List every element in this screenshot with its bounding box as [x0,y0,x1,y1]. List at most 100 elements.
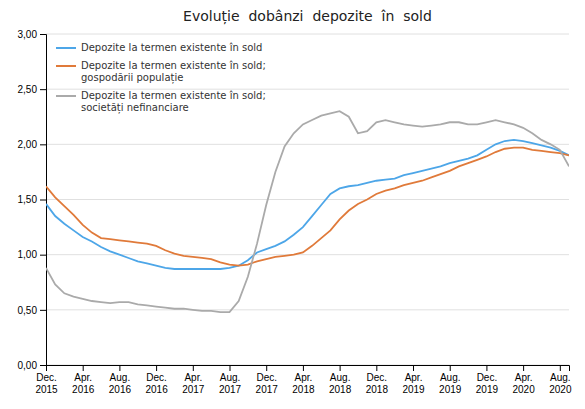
x-tick-label-line: 2018 [366,384,389,395]
y-tick-mark [40,365,46,366]
x-tick-label: Aug.2019 [439,372,462,395]
y-tick: 2,00 [18,139,46,150]
series-line [46,148,569,266]
x-tick: Dec.2018 [366,365,389,395]
x-axis: Dec.2015Apr.2016Aug.2016Dec.2016Apr.2017… [35,365,572,395]
y-tick: 0,00 [18,360,46,371]
x-tick: Aug.2018 [329,365,352,395]
x-tick-label-line: 2020 [549,384,572,395]
legend-swatch [56,95,76,97]
x-tick-label: Apr.2019 [402,372,425,395]
legend-label-line: gospodării populație [81,72,183,84]
legend-item: Depozite la termen existente în sold [56,42,262,53]
x-tick-label: Dec.2016 [145,372,168,395]
y-tick-label: 2,00 [18,139,38,150]
x-tick-label-line: Aug. [330,372,351,383]
legend-label-line: Depozite la termen existente în sold; [81,60,266,71]
y-axis: 0,00 0,50 1,00 1,50 2,00 2,50 3,00 [18,29,47,371]
y-tick: 1,00 [18,249,46,260]
x-axis-line [47,366,570,372]
x-tick-label-line: Apr. [74,372,92,383]
x-tick-mark [119,365,120,371]
x-tick-label: Dec.2017 [256,372,279,395]
y-axis-line [40,35,47,366]
y-tick-label: 1,00 [18,249,38,260]
grid-line [46,34,569,35]
grid [46,34,569,365]
x-tick-label-line: Apr. [515,372,533,383]
legend-item: Depozite la termen existente în sold;gos… [56,60,266,84]
x-tick-label: Apr.2017 [182,372,205,395]
x-tick: Aug.2020 [549,365,572,395]
x-tick-label-line: 2019 [439,384,462,395]
x-tick-label: Dec.2018 [366,372,389,395]
legend-item: Depozite la termen existente în sold;soc… [56,90,266,114]
x-tick-label: Aug.2017 [219,372,242,395]
y-tick-mark [40,34,46,35]
x-tick-label: Apr.2016 [72,372,95,395]
legend-swatch [56,47,76,49]
series-line [46,140,569,269]
x-tick-label-line: 2018 [329,384,352,395]
series-line [46,111,569,312]
x-tick: Apr.2020 [512,365,535,395]
x-tick-label-line: Dec. [367,372,388,383]
x-tick: Apr.2016 [72,365,95,395]
x-tick-mark [486,365,487,371]
x-tick-mark [156,365,157,371]
x-tick: Apr.2019 [402,365,425,395]
x-tick: Dec.2016 [145,365,168,395]
y-tick-label: 0,50 [18,305,38,316]
x-tick: Dec.2015 [35,365,58,395]
grid-line [46,199,569,200]
legend-label: Depozite la termen existente în sold [81,42,262,53]
x-tick-label-line: 2017 [219,384,242,395]
x-tick-label: Aug.2016 [109,372,132,395]
x-tick: Dec.2017 [256,365,279,395]
x-tick-label-line: Dec. [256,372,277,383]
x-tick-label-line: 2016 [109,384,132,395]
x-tick: Aug.2019 [439,365,462,395]
x-tick-label-line: Dec. [36,372,57,383]
x-tick-label-line: 2019 [476,384,499,395]
legend-label: Depozite la termen existente în sold;soc… [81,90,266,114]
y-tick-mark [40,310,46,311]
x-tick-mark [266,365,267,371]
x-tick-label-line: 2015 [35,384,58,395]
y-tick-label: 1,50 [18,194,38,205]
x-tick: Aug.2017 [219,365,242,395]
x-tick-label-line: 2018 [292,384,315,395]
x-tick-label-line: 2017 [182,384,205,395]
y-tick-mark [40,144,46,145]
x-tick: Apr.2017 [182,365,205,395]
x-tick-label: Aug.2018 [329,372,352,395]
y-tick: 2,50 [18,84,46,95]
plot-area: Dec.2015Apr.2016Aug.2016Dec.2016Apr.2017… [18,29,572,395]
x-tick-mark [450,365,451,371]
legend-label-line: Depozite la termen existente în sold [81,42,262,53]
x-tick-label-line: 2017 [256,384,279,395]
legend-label: Depozite la termen existente în sold;gos… [81,60,266,84]
lines [46,111,569,312]
x-tick-label: Aug.2020 [549,372,572,395]
y-tick-label: 2,50 [18,84,38,95]
x-tick-mark [523,365,524,371]
x-tick-label-line: Aug. [440,372,461,383]
legend: Depozite la termen existente în sold Depo… [56,42,266,114]
grid-line [46,309,569,310]
x-tick-label-line: 2020 [512,384,535,395]
x-tick-label-line: 2016 [72,384,95,395]
y-tick-label: 3,00 [18,29,38,40]
x-tick: Dec.2019 [476,365,499,395]
x-tick-label-line: 2016 [145,384,168,395]
legend-label-line: societăți nefinanciare [81,102,189,114]
y-tick-mark [40,200,46,201]
x-tick-mark [560,365,561,371]
x-tick-label-line: 2019 [402,384,425,395]
grid-line [46,144,569,145]
x-tick-label-line: Aug. [220,372,241,383]
x-tick-mark [230,365,231,371]
x-tick-label-line: Aug. [550,372,571,383]
x-tick-label-line: Apr. [405,372,423,383]
x-tick-label: Apr.2020 [512,372,535,395]
